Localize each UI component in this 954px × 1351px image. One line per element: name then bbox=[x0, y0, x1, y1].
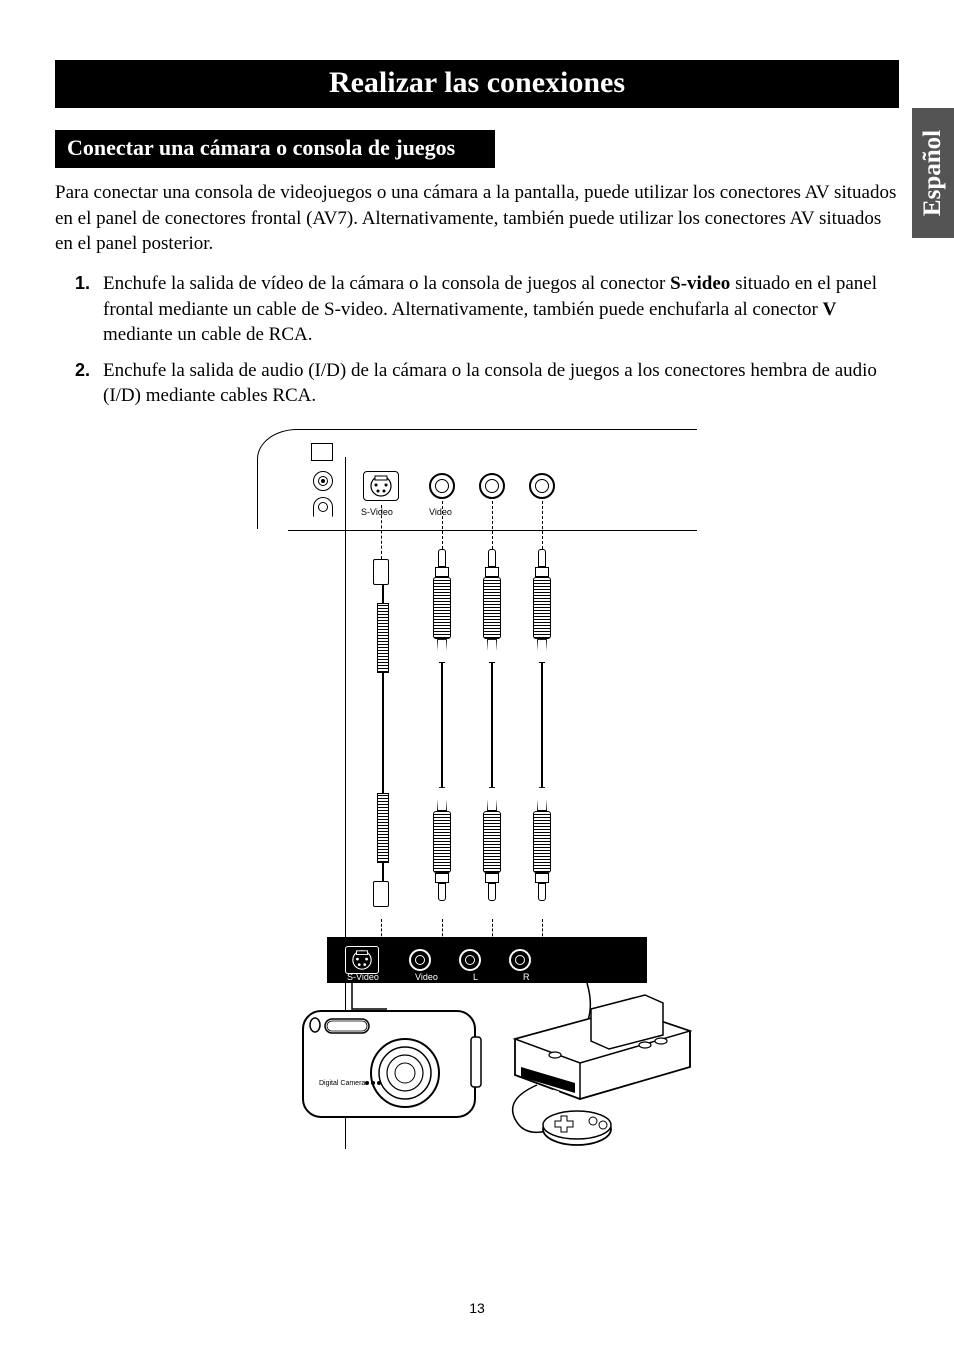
svideo-cable bbox=[373, 559, 393, 919]
step-2: Enchufe la salida de audio (I/D) de la c… bbox=[75, 358, 899, 409]
video-jack-top bbox=[429, 473, 455, 499]
intro-paragraph: Para conectar una consola de videojuegos… bbox=[55, 180, 899, 257]
steps-list: Enchufe la salida de vídeo de la cámara … bbox=[55, 271, 899, 409]
connection-diagram: S-Video Video bbox=[257, 429, 697, 1149]
game-console-icon bbox=[495, 989, 700, 1149]
audio-l-jack-top bbox=[479, 473, 505, 499]
svg-text:Digital Camera: Digital Camera bbox=[319, 1080, 365, 1087]
svideo-jack-bottom bbox=[345, 946, 379, 974]
audio-r-jack-bottom bbox=[509, 949, 531, 971]
step-1: Enchufe la salida de vídeo de la cámara … bbox=[75, 271, 899, 348]
rca-cable-l bbox=[481, 549, 503, 919]
video-jack-bottom bbox=[409, 949, 431, 971]
svideo-jack-top bbox=[363, 471, 399, 501]
audio-l-jack-bottom bbox=[459, 949, 481, 971]
page-title: Realizar las conexiones bbox=[55, 60, 899, 108]
language-tab: Español bbox=[912, 108, 954, 238]
page-number: 13 bbox=[0, 1300, 954, 1316]
label-video-top: Video bbox=[429, 507, 452, 517]
rca-cable-video bbox=[431, 549, 453, 919]
rca-cable-r bbox=[531, 549, 553, 919]
digital-camera-icon: Digital Camera bbox=[297, 997, 487, 1127]
audio-r-jack-top bbox=[529, 473, 555, 499]
label-svideo-top: S-Video bbox=[361, 507, 393, 517]
section-subtitle: Conectar una cámara o consola de juegos bbox=[55, 130, 495, 168]
